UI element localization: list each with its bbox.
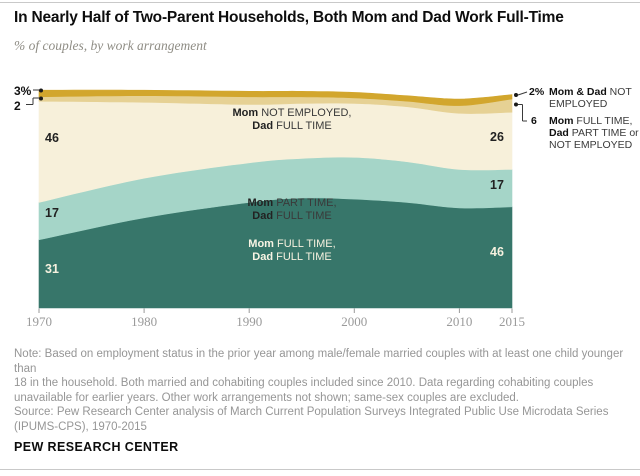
annotation-text: FULL TIME, xyxy=(573,115,633,127)
note-text: Note: Based on employment status in the … xyxy=(14,347,634,405)
x-axis-label-1980: 1980 xyxy=(131,314,157,329)
annotation-text: PART TIME or xyxy=(568,127,639,139)
value-label-1970-mom-not-employed: 46 xyxy=(45,131,59,145)
annotation-value: 6 xyxy=(531,115,537,127)
value-label-1970-both-full-time: 31 xyxy=(45,262,59,276)
note-line: unavailable for earlier years. Other wor… xyxy=(14,391,519,404)
band-label-text: FULL TIME xyxy=(273,251,332,263)
stacked-area-chart: 1970 1980 1990 2000 2010 2015 xyxy=(26,88,528,329)
band-label-text: PART TIME, xyxy=(273,197,337,209)
band-label-mom-part-time: Mom PART TIME, Dad FULL TIME xyxy=(197,197,387,223)
x-axis-label-1970: 1970 xyxy=(26,314,52,329)
pew-research-center-logo: PEW RESEARCH CENTER xyxy=(14,440,179,454)
note-line: 18 in the household. Both married and co… xyxy=(14,377,594,389)
band-label-bold: Dad xyxy=(252,251,274,263)
x-axis-label-2015: 2015 xyxy=(499,314,525,329)
band-label-bold: Mom xyxy=(248,238,274,250)
band-label-both-full-time: Mom FULL TIME, Dad FULL TIME xyxy=(197,238,387,264)
annotation-line: Mom FULL TIME, xyxy=(549,115,632,127)
x-axis-label-2010: 2010 xyxy=(446,314,472,329)
top-rule xyxy=(0,2,640,3)
leader-dot xyxy=(514,102,518,107)
annotation-line: Mom & Dad NOT xyxy=(549,86,632,98)
annotation-bold: Mom xyxy=(549,115,574,127)
callout-1970-both-not-employed: 3% xyxy=(14,84,32,98)
annotation-line: Dad PART TIME or xyxy=(549,127,639,139)
band-label-bold: Dad xyxy=(252,210,274,222)
band-label-bold: Dad xyxy=(252,120,274,132)
value-label-1970-mom-part-time: 17 xyxy=(45,206,59,220)
band-label-text: FULL TIME xyxy=(273,120,332,132)
value-label-2015-mom-not-employed: 26 xyxy=(490,130,504,144)
band-label-text: FULL TIME xyxy=(273,210,332,222)
chart-subtitle: % of couples, by work arrangement xyxy=(14,38,207,53)
leader-dot xyxy=(39,96,43,101)
annotation-bold: Mom & Dad xyxy=(549,86,607,98)
note-line: Note: Based on employment status in the … xyxy=(14,348,624,375)
page-title: In Nearly Half of Two-Parent Households,… xyxy=(14,9,564,26)
band-label-text: NOT EMPLOYED, xyxy=(258,107,352,119)
x-axis-label-1990: 1990 xyxy=(236,314,262,329)
x-axis-label-2000: 2000 xyxy=(341,314,367,329)
source-line: Source: Pew Research Center analysis of … xyxy=(14,406,609,418)
source-text: Source: Pew Research Center analysis of … xyxy=(14,405,634,434)
annotation-text: NOT xyxy=(606,86,632,98)
annotation-line: NOT EMPLOYED xyxy=(549,139,633,151)
area-mom_dad_ne xyxy=(38,89,513,106)
annotation-value: 2% xyxy=(529,86,545,98)
band-label-mom-not-employed: Mom NOT EMPLOYED, Dad FULL TIME xyxy=(197,107,387,133)
band-label-bold: Mom xyxy=(232,107,259,119)
callout-1970-mom-ft-dad-pt: 2 xyxy=(14,99,21,113)
band-label-bold: Mom xyxy=(247,197,274,209)
bottom-rule xyxy=(0,469,640,470)
band-label-text: FULL TIME, xyxy=(273,238,336,250)
leader-dot xyxy=(39,88,43,93)
leader-line xyxy=(517,91,528,96)
source-line: (IPUMS-CPS), 1970-2015 xyxy=(14,420,147,433)
annotation-line: EMPLOYED xyxy=(549,98,608,110)
leader-dot xyxy=(514,93,518,97)
value-label-2015-mom-part-time: 17 xyxy=(490,178,504,192)
annotation-bold: Dad xyxy=(549,127,569,139)
value-label-2015-both-full-time: 46 xyxy=(490,245,504,259)
